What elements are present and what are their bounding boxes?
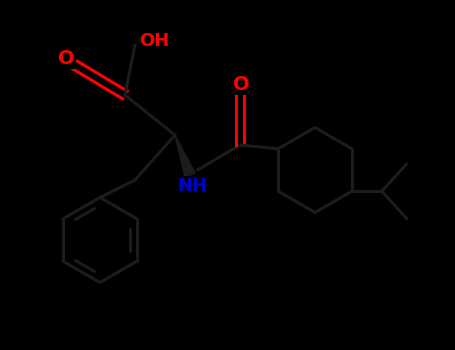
Polygon shape xyxy=(175,135,195,177)
Text: O: O xyxy=(58,49,74,69)
Text: OH: OH xyxy=(139,33,169,50)
Text: NH: NH xyxy=(177,177,207,195)
Text: O: O xyxy=(233,76,249,94)
